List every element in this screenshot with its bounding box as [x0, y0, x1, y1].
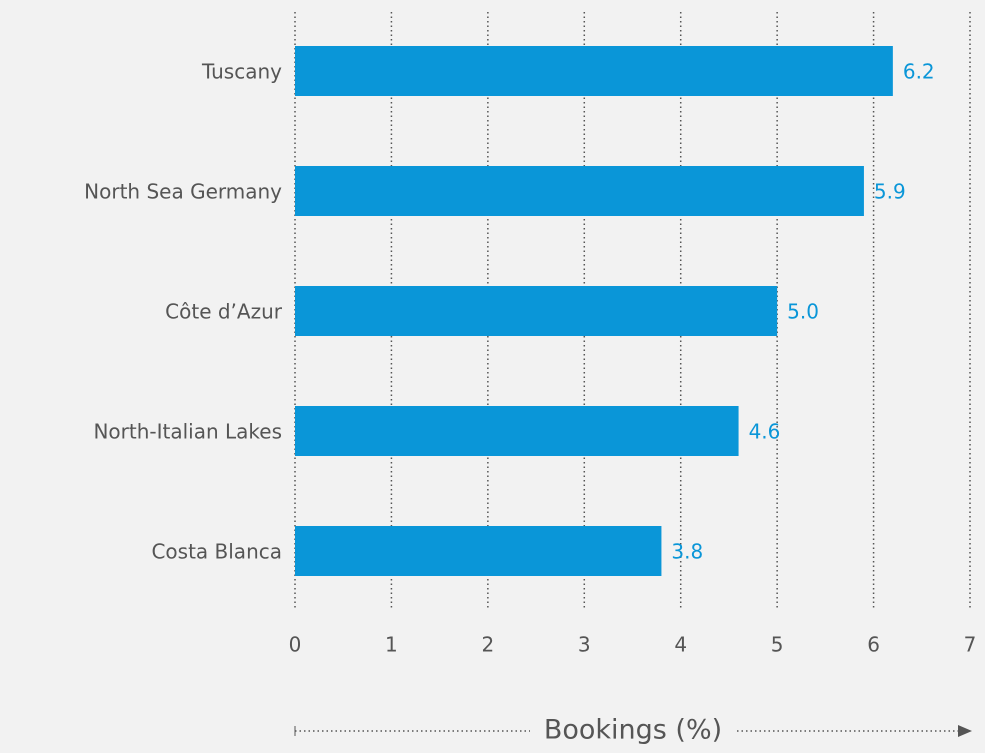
value-label: 5.0	[787, 300, 819, 324]
y-tick-label: North Sea Germany	[84, 180, 282, 204]
x-tick-label: 0	[289, 633, 302, 657]
axis-arrow-head	[958, 725, 972, 737]
y-tick-label: Costa Blanca	[151, 540, 282, 564]
value-label: 5.9	[874, 180, 906, 204]
value-label: 6.2	[903, 60, 935, 84]
y-tick-label: Tuscany	[201, 60, 282, 84]
x-tick-label: 3	[578, 633, 591, 657]
x-tick-label: 4	[674, 633, 687, 657]
bar	[295, 526, 662, 576]
value-label: 4.6	[749, 420, 781, 444]
x-axis-label: Bookings (%)	[544, 715, 722, 746]
bar	[295, 46, 893, 96]
y-tick-label: North-Italian Lakes	[93, 420, 282, 444]
value-label: 3.8	[671, 540, 703, 564]
bar	[295, 406, 739, 456]
y-tick-label: Côte d’Azur	[165, 300, 283, 324]
bar	[295, 166, 864, 216]
x-tick-label: 6	[867, 633, 880, 657]
x-tick-label: 5	[771, 633, 784, 657]
x-tick-label: 2	[481, 633, 494, 657]
bar	[295, 286, 778, 336]
x-tick-label: 1	[385, 633, 398, 657]
x-tick-label: 7	[964, 633, 977, 657]
